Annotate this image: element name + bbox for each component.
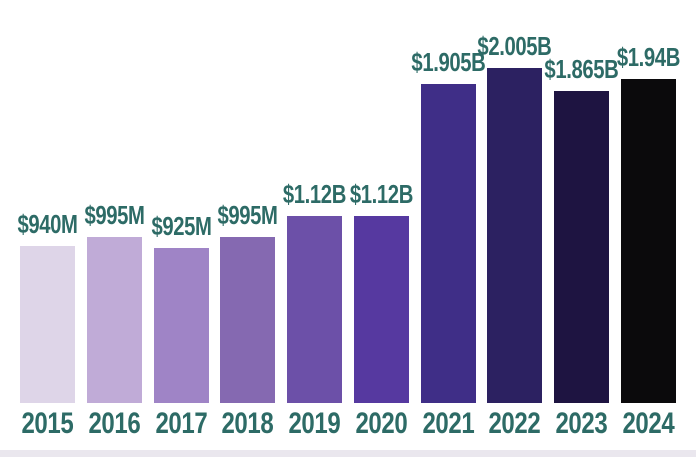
year-label: 2023	[549, 403, 614, 457]
value-label: $1.905B	[401, 49, 496, 75]
bar	[220, 237, 276, 403]
value-label-text: $1.12B	[349, 179, 413, 209]
bar	[620, 79, 676, 403]
value-label-text: $925M	[151, 211, 212, 241]
bar	[153, 248, 209, 403]
year-label: 2017	[149, 403, 214, 457]
value-label: $1.94B	[608, 44, 689, 70]
bar	[554, 91, 610, 403]
value-label-text: $1.94B	[616, 42, 680, 72]
bar-group-2017: $925M 2017	[151, 0, 211, 457]
value-label-text: $1.865B	[544, 54, 619, 84]
bar-group-2019: $1.12B 2019	[283, 0, 346, 457]
year-label: 2021	[416, 403, 481, 457]
value-label-text: $940M	[17, 209, 78, 239]
year-label-text: 2023	[555, 407, 608, 440]
bar-group-2018: $995M 2018	[218, 0, 278, 457]
value-label: $1.12B	[341, 181, 422, 207]
year-label: 2018	[215, 403, 280, 457]
value-label: $995M	[76, 202, 153, 228]
value-label-text: $995M	[84, 200, 145, 230]
year-label-text: 2019	[288, 407, 341, 440]
value-label: $2.005B	[467, 33, 562, 59]
year-label-text: 2020	[355, 407, 408, 440]
value-label-text: $995M	[217, 200, 278, 230]
bar-group-2023: $1.865B 2023	[545, 0, 619, 457]
value-label-text: $1.905B	[411, 47, 486, 77]
bottom-strip	[0, 450, 696, 457]
bar	[20, 246, 75, 403]
year-label-text: 2022	[488, 407, 541, 440]
year-label-text: 2021	[422, 407, 474, 440]
bar	[487, 68, 543, 403]
bar-group-2021: $1.905B 2021	[411, 0, 485, 457]
bar	[287, 216, 343, 403]
year-label: 2016	[82, 403, 147, 457]
bar-group-2024: $1.94B 2024	[617, 0, 680, 457]
year-label-text: 2018	[221, 407, 274, 440]
bar	[86, 237, 142, 403]
value-label: $1.12B	[274, 181, 355, 207]
year-label: 2020	[349, 403, 414, 457]
year-label-text: 2024	[622, 407, 675, 440]
bar-group-2015: $940M 2015	[17, 0, 77, 457]
bar-group-2022: $2.005B 2022	[478, 0, 552, 457]
value-label: $940M	[9, 211, 86, 237]
bar-group-2020: $1.12B 2020	[350, 0, 413, 457]
year-label: 2019	[282, 403, 347, 457]
value-label: $925M	[143, 213, 220, 239]
year-label-text: 2016	[88, 407, 141, 440]
value-label: $1.865B	[534, 56, 629, 82]
year-label-text: 2015	[21, 407, 74, 440]
year-label: 2022	[482, 403, 547, 457]
year-label-text: 2017	[155, 407, 207, 440]
value-label-text: $1.12B	[283, 179, 347, 209]
value-label: $995M	[209, 202, 286, 228]
bar	[420, 84, 476, 403]
bar	[353, 216, 409, 403]
year-label: 2015	[15, 403, 80, 457]
year-label: 2024	[616, 403, 681, 457]
bar-group-2016: $995M 2016	[84, 0, 144, 457]
value-label-text: $2.005B	[477, 31, 552, 61]
